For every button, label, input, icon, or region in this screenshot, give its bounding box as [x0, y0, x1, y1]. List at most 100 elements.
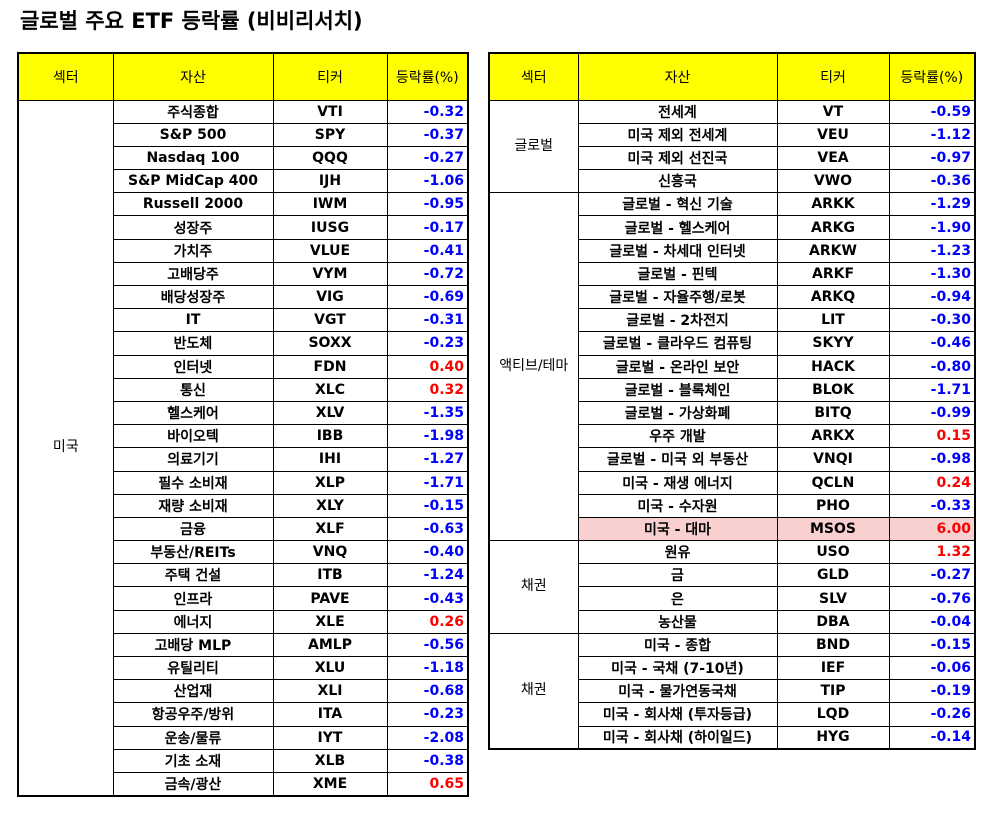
asset-cell: 반도체 — [112, 331, 274, 356]
right-table-body: 글로벌 전세계 VT -0.59 미국 제외 전세계 VEU -1.12 미국 제외 선진국 V… — [488, 99, 976, 750]
table-row: 금융 XLF -0.63 — [18, 516, 469, 542]
change-cell: -2.08 — [386, 725, 469, 750]
change-cell: -0.15 — [386, 493, 469, 518]
sector-cell: 미국 — [17, 99, 114, 797]
ticker-cell: VT — [776, 99, 890, 124]
table-row: 미국 - 수자원 PHO -0.33 — [489, 493, 976, 518]
asset-cell: 글로벌 - 클라우드 컴퓨팅 — [577, 331, 778, 356]
ticker-cell: DBA — [776, 609, 890, 634]
change-cell: 0.26 — [386, 609, 469, 634]
change-cell: 0.24 — [888, 470, 976, 495]
asset-cell: 통신 — [112, 377, 274, 402]
table-row: IT VGT -0.31 — [18, 308, 469, 333]
ticker-cell: TIP — [776, 679, 890, 704]
table-row: 유틸리티 XLU -1.18 — [18, 655, 469, 681]
ticker-cell: HACK — [776, 354, 890, 379]
table-row: 금속/광산 XME 0.65 — [18, 771, 469, 797]
change-cell: -0.80 — [888, 354, 976, 379]
table-row: Russell 2000 IWM -0.95 — [18, 192, 469, 217]
asset-cell: 글로벌 - 자율주행/로봇 — [577, 284, 778, 310]
ticker-cell: ARKG — [776, 215, 890, 240]
ticker-cell: VEA — [776, 145, 890, 171]
table-row: S&P MidCap 400 IJH -1.06 — [18, 169, 469, 194]
change-cell: -1.24 — [386, 563, 469, 588]
change-cell: 0.15 — [888, 424, 976, 449]
asset-cell: 주택 건설 — [112, 563, 274, 588]
ticker-cell: BITQ — [776, 400, 890, 426]
ticker-cell: XLF — [272, 516, 388, 542]
change-cell: -1.30 — [888, 261, 976, 287]
change-cell: -0.98 — [888, 447, 976, 472]
change-cell: -0.59 — [888, 99, 976, 124]
header-sector: 섹터 — [488, 52, 579, 101]
ticker-cell: IJH — [272, 169, 388, 194]
ticker-cell: SPY — [272, 122, 388, 147]
table-header-row: 섹터 자산 티커 등락률(%) — [17, 52, 469, 101]
change-cell: -1.35 — [386, 400, 469, 426]
asset-cell: 미국 - 수자원 — [577, 493, 778, 518]
change-cell: -0.23 — [386, 331, 469, 356]
ticker-cell: QCLN — [776, 470, 890, 495]
change-cell: -0.04 — [888, 609, 976, 634]
ticker-cell: SOXX — [272, 331, 388, 356]
ticker-cell: SLV — [776, 586, 890, 611]
ticker-cell: XLB — [272, 748, 388, 773]
asset-cell: 미국 - 재생 에너지 — [577, 470, 778, 495]
table-row: 필수 소비재 XLP -1.71 — [18, 470, 469, 495]
asset-cell: 고배당주 — [112, 261, 274, 287]
change-cell: -0.31 — [386, 308, 469, 333]
ticker-cell: PAVE — [272, 586, 388, 611]
asset-cell: 의료기기 — [112, 447, 274, 472]
table-row: 부동산/REITs VNQ -0.40 — [18, 540, 469, 565]
ticker-cell: ITA — [272, 702, 388, 727]
asset-cell: 유틸리티 — [112, 655, 274, 681]
change-cell: -1.98 — [386, 424, 469, 449]
table-row: 미국 주식종합 VTI -0.32 — [17, 99, 469, 797]
ticker-cell: VWO — [776, 169, 890, 194]
sector-cell: 액티브/테마 — [488, 192, 579, 542]
asset-cell: S&P MidCap 400 — [112, 169, 274, 194]
change-cell: -0.95 — [386, 192, 469, 217]
table-row: 글로벌 - 자율주행/로봇 ARKQ -0.94 — [489, 284, 976, 310]
ticker-cell: XLP — [272, 470, 388, 495]
ticker-cell: LQD — [776, 702, 890, 727]
change-cell: -0.23 — [386, 702, 469, 727]
table-row: 글로벌 - 헬스케어 ARKG -1.90 — [489, 215, 976, 240]
change-cell: -0.46 — [888, 331, 976, 356]
ticker-cell: IWM — [272, 192, 388, 217]
ticker-cell: VIG — [272, 284, 388, 310]
table-row: 기초 소재 XLB -0.38 — [18, 748, 469, 773]
ticker-cell: ARKQ — [776, 284, 890, 310]
change-cell: -1.27 — [386, 447, 469, 472]
ticker-cell: ARKW — [776, 238, 890, 263]
change-cell: -0.94 — [888, 284, 976, 310]
change-cell: -1.29 — [888, 192, 976, 217]
change-cell: -0.99 — [888, 400, 976, 426]
table-row: 우주 개발 ARKX 0.15 — [489, 424, 976, 449]
asset-cell: IT — [112, 308, 274, 333]
table-row: 산업재 XLI -0.68 — [18, 679, 469, 704]
ticker-cell: ARKK — [776, 192, 890, 217]
ticker-cell: VLUE — [272, 238, 388, 263]
change-cell: -1.23 — [888, 238, 976, 263]
asset-cell: 글로벌 - 가상화폐 — [577, 400, 778, 426]
ticker-cell: VGT — [272, 308, 388, 333]
ticker-cell: VTI — [272, 99, 388, 124]
change-cell: -0.33 — [888, 493, 976, 518]
table-row: 배당성장주 VIG -0.69 — [18, 284, 469, 310]
table-row: 가치주 VLUE -0.41 — [18, 238, 469, 263]
asset-cell: 산업재 — [112, 679, 274, 704]
asset-cell: 주식종합 — [112, 99, 274, 124]
change-cell: -1.71 — [386, 470, 469, 495]
table-row: 의료기기 IHI -1.27 — [18, 447, 469, 472]
asset-cell: 금융 — [112, 516, 274, 542]
change-cell: -1.18 — [386, 655, 469, 681]
asset-cell: 글로벌 - 혁신 기술 — [577, 192, 778, 217]
ticker-cell: ARKF — [776, 261, 890, 287]
header-ticker: 티커 — [776, 52, 890, 101]
ticker-cell: IYT — [272, 725, 388, 750]
ticker-cell: VNQI — [776, 447, 890, 472]
asset-cell: 가치주 — [112, 238, 274, 263]
ticker-cell: MSOS — [776, 516, 890, 542]
asset-cell: 바이오텍 — [112, 424, 274, 449]
